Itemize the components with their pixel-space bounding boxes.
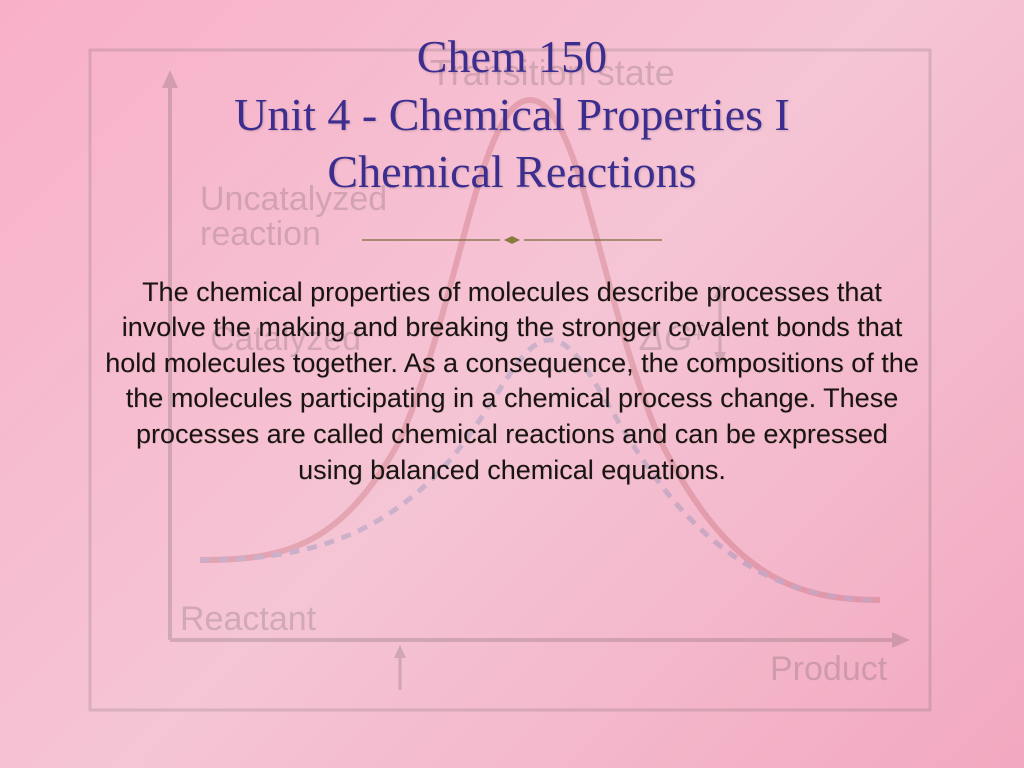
slide-content: Chem 150 Unit 4 - Chemical Properties I … — [0, 0, 1024, 768]
title-line-2: Unit 4 - Chemical Properties I — [234, 86, 790, 144]
title-line-1: Chem 150 — [234, 28, 790, 86]
title-divider — [362, 235, 662, 245]
title-block: Chem 150 Unit 4 - Chemical Properties I … — [234, 28, 790, 201]
title-line-3: Chemical Reactions — [234, 143, 790, 201]
body-paragraph: The chemical properties of molecules des… — [102, 275, 922, 489]
